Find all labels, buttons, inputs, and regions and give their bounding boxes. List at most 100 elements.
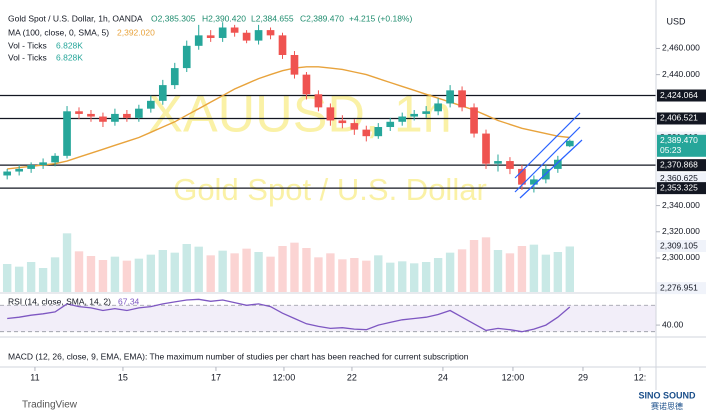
candle-body — [398, 116, 407, 122]
volume-bar — [218, 250, 227, 292]
channel-line — [519, 139, 583, 199]
volume-bar — [230, 253, 239, 292]
volume-bar — [122, 260, 132, 292]
candle-body — [278, 35, 287, 55]
candle-body — [518, 168, 526, 185]
volume-bar — [445, 252, 455, 292]
candle-body — [494, 161, 502, 164]
level-label: 2,360.625 — [660, 173, 698, 183]
volume-bar — [410, 263, 419, 292]
volume-bar — [182, 244, 191, 292]
candle-body — [147, 100, 155, 109]
candle-body — [254, 30, 263, 41]
macd-note: MACD (12, 26, close, 9, EMA, EMA): The m… — [8, 351, 469, 361]
volume-bar — [110, 256, 120, 292]
x-tick-label: 12: — [634, 372, 647, 382]
y-tick-label: 2,300.000 — [662, 252, 700, 262]
level-label: 2,309.105 — [660, 240, 698, 250]
candle-body — [362, 129, 371, 137]
ohlc-change: +4.215 (+0.18%) — [349, 13, 412, 23]
candle-body — [410, 113, 419, 117]
volume-bar — [374, 255, 383, 292]
candle-body — [422, 111, 430, 114]
x-tick-label: 17 — [211, 372, 221, 382]
ohlc-open: O2,385.305 — [151, 13, 196, 23]
level-label-box — [657, 112, 706, 125]
level-label: 2,353.325 — [660, 182, 698, 192]
y-tick-label: 2,440.000 — [662, 69, 700, 79]
level-label-box — [657, 89, 706, 102]
logo-text: SINO SOUND — [638, 390, 696, 400]
level-label-box — [657, 240, 706, 253]
rsi-tick-label: 40.00 — [662, 319, 684, 329]
candle-body — [350, 123, 359, 130]
level-label: 2,406.521 — [660, 113, 698, 123]
candle-body — [170, 68, 179, 86]
candle-body — [182, 45, 191, 69]
volume-bar — [469, 240, 479, 292]
candle-body — [63, 111, 71, 156]
candle-body — [218, 27, 227, 38]
volume-bar — [362, 260, 371, 292]
volume-bar — [26, 262, 36, 292]
level-label: 2,370.868 — [660, 159, 698, 169]
volume-bar — [338, 259, 347, 292]
volume-bar — [278, 246, 287, 292]
candle-body — [206, 35, 215, 38]
volume-value: 6.828K — [56, 40, 83, 50]
legend: Gold Spot / U.S. Dollar, 1h, OANDA O2,38… — [8, 13, 469, 361]
watermark-symbol: XAUUSD, 1h — [148, 86, 451, 144]
candle-body — [434, 103, 442, 112]
candle-body — [194, 35, 203, 46]
volume-bar — [481, 237, 491, 292]
volume-bar — [421, 262, 431, 292]
volume-bar — [2, 264, 12, 292]
volume-bar — [350, 258, 359, 292]
candle-body — [338, 120, 347, 124]
volume-bar — [62, 233, 72, 292]
candle-body — [530, 179, 538, 185]
candle-body — [158, 85, 167, 101]
volume-bar — [398, 261, 407, 292]
volume-legend: Vol - Ticks — [8, 52, 47, 62]
level-label: 2,276.951 — [660, 282, 698, 292]
countdown-label: 05:23 — [660, 145, 682, 155]
y-tick-label: 2,460.000 — [662, 43, 700, 53]
candle-body — [51, 155, 59, 163]
ma-legend: MA (100, close, 0, SMA, 5) — [8, 27, 109, 37]
candle-body — [482, 133, 490, 164]
volume-bar — [505, 253, 515, 292]
ohlc-high: H2,390.420 — [202, 13, 246, 23]
y-tick-label: 2,340.000 — [662, 200, 700, 210]
level-label-box — [657, 172, 706, 185]
candle-body — [386, 121, 395, 128]
candle-body — [314, 94, 323, 108]
candle-body — [39, 162, 47, 165]
volume-value: 6.828K — [56, 52, 83, 62]
logo-subtext: 赛诺思德 — [651, 401, 683, 411]
x-tick-label: 29 — [578, 372, 588, 382]
x-tick-label: 22 — [347, 372, 357, 382]
volume-bar — [493, 250, 503, 292]
candle-body — [123, 113, 131, 118]
volume-bar — [386, 262, 395, 292]
volume-bar — [14, 266, 24, 292]
volume-bar — [74, 251, 84, 292]
volume-bar — [565, 246, 574, 292]
volume-bar — [433, 258, 443, 292]
candle-body — [3, 171, 12, 176]
candle-body — [111, 113, 119, 122]
candle-body — [506, 161, 514, 169]
ohlc-close: C2,389.470 — [300, 13, 344, 23]
channel-line — [514, 112, 581, 179]
rsi-legend: RSI (14, close, SMA, 14, 2) — [8, 296, 111, 306]
candle-body — [290, 54, 299, 75]
ma-value: 2,392.020 — [117, 27, 155, 37]
x-tick-label: 12:00 — [502, 372, 525, 382]
candle-body — [266, 30, 275, 36]
volume-bar — [529, 244, 539, 292]
channel-line — [514, 126, 581, 193]
candle-body — [99, 116, 107, 122]
